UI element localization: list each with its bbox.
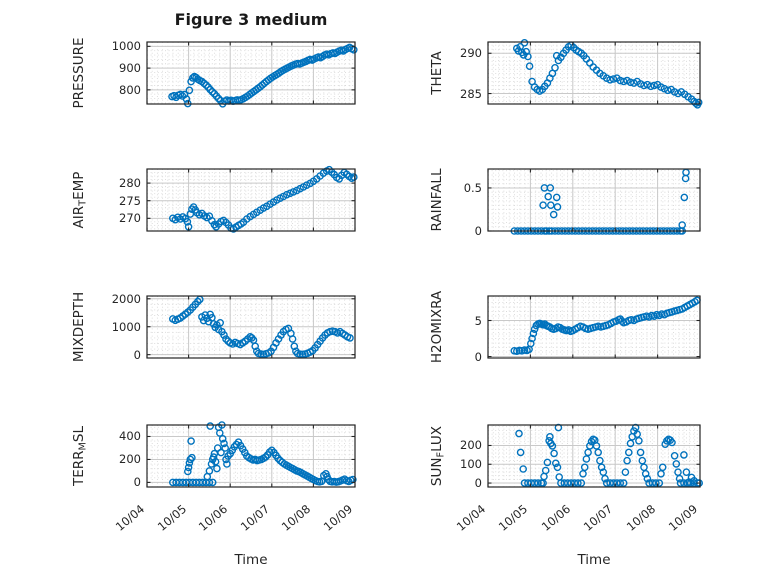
y-tick-label: 280	[119, 176, 141, 191]
y-tick-label: 1000	[111, 39, 141, 54]
y-tick-label: 800	[119, 82, 141, 97]
axis-box	[146, 41, 356, 105]
y-tick-label: 0	[474, 224, 482, 238]
y-tick-label: 200	[460, 438, 482, 453]
y-tick-label: 200	[119, 452, 141, 467]
scatter-markers	[510, 296, 701, 356]
y-tick-label: 900	[119, 61, 141, 76]
scatter-markers	[515, 423, 704, 487]
y-tick-label: 1000	[111, 319, 141, 334]
y-tick-label: 0.5	[463, 180, 482, 195]
y-axis-label-subscript: F	[435, 451, 447, 458]
axis-box	[487, 424, 701, 488]
y-tick-label: 2000	[111, 291, 141, 306]
y-tick-label: 275	[119, 193, 141, 208]
y-tick-label: 0	[474, 349, 482, 364]
scatter-markers	[168, 421, 357, 487]
y-tick-label: 100	[460, 457, 482, 472]
axis-box	[487, 168, 701, 232]
y-tick-label: 285	[460, 86, 482, 101]
y-tick-label: 290	[460, 46, 482, 61]
y-tick-label: 0	[474, 476, 482, 491]
scatter-markers	[168, 43, 358, 108]
y-tick-label: 400	[119, 429, 141, 444]
axis-box	[146, 424, 356, 488]
axis-box	[146, 168, 356, 232]
scatter-markers	[168, 165, 358, 233]
y-tick-label: 0	[133, 347, 141, 362]
x-axis-label: Time	[234, 552, 268, 568]
y-tick-label: 0	[133, 475, 141, 490]
scatter-markers	[513, 39, 703, 109]
axis-box	[487, 41, 701, 105]
figure-title: Figure 3 medium	[174, 10, 328, 29]
grid	[487, 169, 701, 232]
y-tick-label: 270	[119, 211, 141, 226]
scatter-markers	[168, 295, 354, 359]
axis-box	[487, 295, 701, 359]
y-tick-label: 5	[474, 313, 482, 328]
x-axis-label: Time	[577, 552, 611, 568]
axis-box	[146, 295, 356, 359]
